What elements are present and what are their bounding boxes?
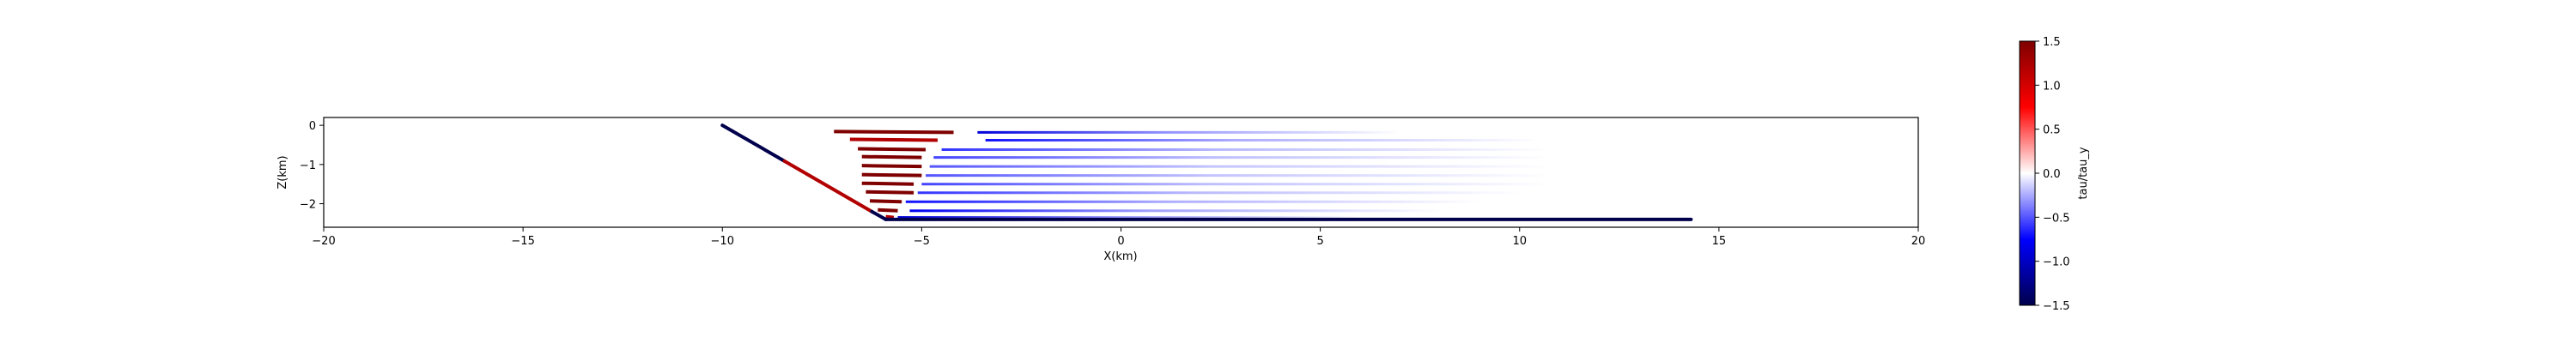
layer-hanging-wall — [858, 147, 927, 152]
layer-hanging-wall — [869, 199, 902, 204]
layer-footwall — [977, 130, 1400, 134]
layer-footwall — [985, 139, 1540, 142]
x-tick-label: 10 — [1512, 235, 1527, 248]
y-tick-label: 0 — [309, 120, 316, 133]
layer-footwall — [926, 174, 1552, 178]
x-tick-label: −20 — [312, 235, 335, 248]
layer-footwall — [933, 156, 1552, 159]
plot-area: −20 −15 −10 −5 0 5 10 15 20 0 −1 −2 X(km) Z(km) — [276, 117, 1925, 263]
x-tick-label: 5 — [1316, 235, 1323, 248]
colorbar-tick-label: −0.5 — [2043, 212, 2070, 225]
data-marks — [720, 123, 1693, 221]
x-tick-label: 15 — [1712, 235, 1727, 248]
x-tick-label: −15 — [511, 235, 534, 248]
layer-footwall — [941, 147, 1552, 151]
y-axis-label: Z(km) — [276, 155, 289, 189]
colorbar-tick-label: 1.0 — [2043, 80, 2061, 93]
x-tick-label: −10 — [711, 235, 734, 248]
x-tick-label: 20 — [1911, 235, 1926, 248]
layer-hanging-wall — [861, 172, 922, 178]
colorbar-tick-label: 0.5 — [2043, 124, 2061, 137]
layer-hanging-wall — [834, 129, 954, 135]
colorbar: 1.5 1.0 0.5 0.0 −0.5 −1.0 −1.5 tau/tau_y — [2019, 36, 2090, 313]
layer-footwall — [929, 165, 1552, 168]
layer-hanging-wall — [885, 214, 895, 220]
y-tick-label: −1 — [300, 159, 316, 172]
layer-footwall — [909, 209, 1440, 213]
layer-hanging-wall — [861, 154, 922, 159]
x-axis-label: X(km) — [1103, 250, 1137, 263]
x-tick-label: 0 — [1117, 235, 1124, 248]
colorbar-tick-label: −1.0 — [2043, 256, 2070, 269]
colorbar-label: tau/tau_y — [2077, 147, 2090, 199]
x-tick-label: −5 — [914, 235, 930, 248]
colorbar-ticks: 1.5 1.0 0.5 0.0 −0.5 −1.0 −1.5 — [2035, 36, 2070, 313]
fault-bend — [870, 209, 888, 221]
colorbar-gradient — [2019, 40, 2036, 306]
layer-hanging-wall — [861, 164, 922, 169]
colorbar-tick-label: −1.5 — [2043, 300, 2070, 313]
x-axis-ticks: −20 −15 −10 −5 0 5 10 15 20 — [312, 227, 1925, 248]
fault-ramp-lower — [782, 159, 874, 214]
layer-footwall — [897, 216, 1361, 220]
layer-footwall — [921, 183, 1552, 186]
colorbar-tick-label: 1.5 — [2043, 36, 2061, 49]
layer-hanging-wall — [866, 190, 914, 195]
y-axis-ticks: 0 −1 −2 — [300, 120, 324, 212]
layer-footwall — [917, 191, 1520, 195]
layer-hanging-wall — [849, 137, 938, 142]
y-tick-label: −2 — [300, 199, 316, 212]
colorbar-tick-label: 0.0 — [2043, 168, 2061, 181]
plot-frame — [323, 117, 1919, 228]
layer-footwall — [905, 200, 1480, 203]
fault-ramp-upper — [720, 123, 787, 163]
layer-hanging-wall — [878, 208, 898, 213]
